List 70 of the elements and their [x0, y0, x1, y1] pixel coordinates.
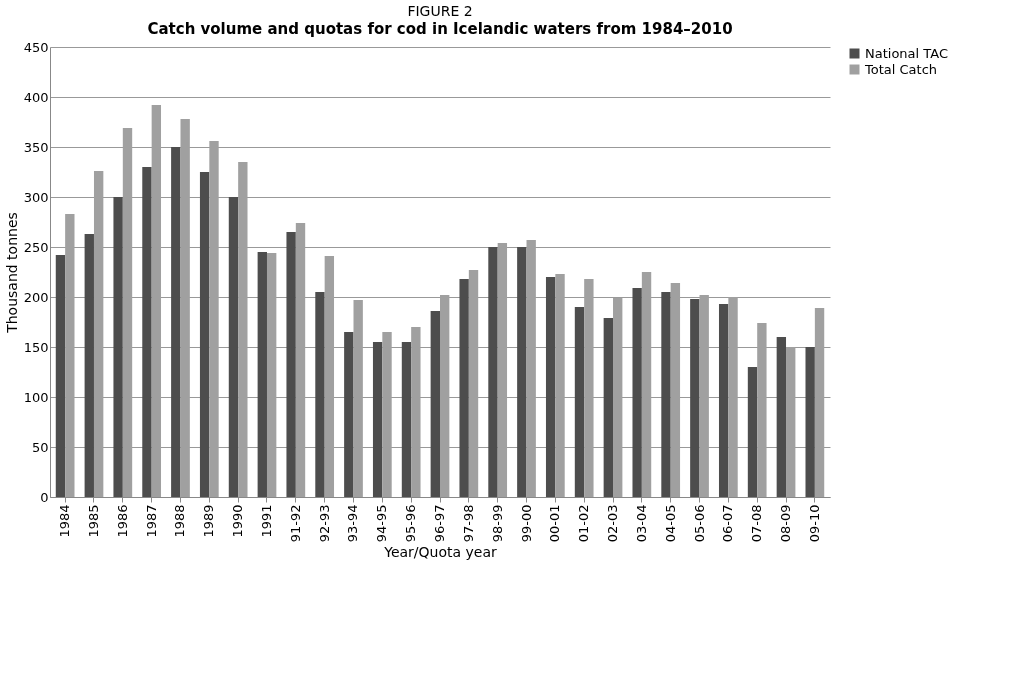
- x-axis-title: Year/Quota year: [383, 544, 498, 561]
- x-tick-label: 1986: [114, 504, 130, 538]
- x-tick-label: 98-99: [489, 504, 505, 543]
- x-tick-label: 1985: [85, 504, 101, 538]
- bar: [805, 347, 815, 497]
- bar: [747, 367, 758, 497]
- y-tick-label: 350: [23, 139, 49, 155]
- bar: [545, 277, 556, 497]
- y-tick-label: 100: [23, 389, 49, 405]
- legend-label: National TAC: [865, 45, 948, 61]
- bar: [430, 311, 440, 497]
- x-tick-label: 97-98: [460, 504, 476, 543]
- legend-label: Total Catch: [864, 61, 938, 77]
- bar: [257, 252, 267, 497]
- bar: [228, 197, 239, 497]
- y-tick-label: 150: [23, 339, 49, 355]
- bar: [690, 299, 700, 497]
- bar: [55, 255, 66, 497]
- bar: [603, 318, 614, 497]
- bar: [776, 337, 787, 497]
- x-tick-label: 02-03: [605, 504, 621, 543]
- bar: [315, 292, 325, 497]
- x-tick-label: 04-05: [662, 504, 678, 543]
- bar: [517, 247, 527, 497]
- bar: [113, 197, 123, 497]
- bar: [574, 307, 585, 497]
- x-tick-label: 07-08: [749, 504, 765, 543]
- bar: [142, 167, 152, 497]
- y-tick-label: 400: [23, 89, 49, 105]
- y-tick-label: 0: [40, 489, 49, 505]
- x-tick-label: 06-07: [720, 504, 736, 543]
- x-tick-label: 00-01: [547, 504, 563, 543]
- bar: [661, 292, 671, 497]
- bar: [718, 304, 729, 497]
- chart-subtitle: Catch volume and quotas for cod in Icelandic waters from 1984–2010: [147, 20, 733, 38]
- x-tick-label: 09-10: [806, 504, 822, 543]
- x-tick-label: 93-94: [345, 504, 361, 543]
- x-tick-label: 92-93: [316, 504, 332, 543]
- x-tick-label: 1990: [230, 504, 246, 538]
- y-tick-label: 250: [23, 239, 49, 255]
- bar: [459, 279, 469, 497]
- x-tick-label: 91-92: [287, 504, 303, 543]
- x-tick-label: 1984: [57, 504, 73, 538]
- x-tick-label: 01-02: [576, 504, 592, 543]
- x-tick-label: 05-06: [691, 504, 707, 543]
- y-tick-label: 50: [31, 439, 49, 455]
- x-tick-label: 96-97: [432, 504, 447, 543]
- bar: [632, 288, 642, 497]
- x-tick-label: 1989: [201, 504, 217, 538]
- bar: [488, 247, 498, 497]
- bar: [286, 232, 296, 497]
- bar: [199, 172, 210, 497]
- x-tick-label: 94-95: [374, 504, 390, 543]
- y-tick-label: 200: [23, 289, 49, 305]
- x-tick-label: 1991: [258, 504, 274, 538]
- x-tick-label: 99-00: [518, 504, 534, 543]
- bar: [84, 234, 94, 497]
- x-tick-label: 1988: [172, 504, 188, 538]
- x-tick-label: 08-09: [778, 504, 794, 543]
- bar: [344, 332, 354, 497]
- bar: [171, 147, 181, 497]
- x-tick-label: 03-04: [633, 504, 649, 543]
- chart-title: FIGURE 2: [407, 3, 473, 19]
- y-tick-label: 450: [23, 39, 49, 55]
- y-axis-title: Thousand tonnes: [3, 212, 20, 334]
- x-tick-label: 1987: [143, 504, 159, 538]
- bar: [372, 342, 383, 497]
- x-tick-label: 95-96: [403, 504, 419, 543]
- y-tick-label: 300: [23, 189, 49, 205]
- bar: [401, 342, 412, 497]
